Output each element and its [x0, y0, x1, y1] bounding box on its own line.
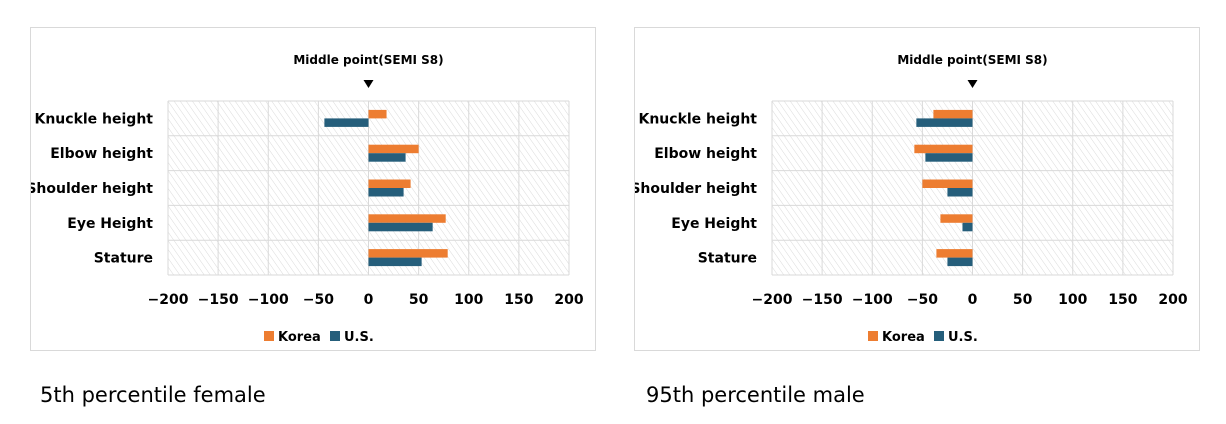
bar — [368, 153, 406, 162]
series-us — [324, 118, 433, 267]
legend-swatch-korea — [264, 331, 274, 341]
category-label: Knuckle height — [34, 111, 153, 127]
x-tick-label: 200 — [1158, 292, 1187, 308]
gridlines — [167, 100, 570, 276]
chart-panel-male: Knuckle height Elbow height Shoulder heigh… — [634, 27, 1200, 351]
bar — [324, 118, 369, 127]
bar — [916, 118, 973, 127]
legend-swatch-korea — [868, 331, 878, 341]
series-korea — [914, 109, 973, 258]
bar — [922, 179, 973, 188]
x-tick-label: −100 — [852, 292, 893, 308]
x-tick-label: 100 — [1058, 292, 1087, 308]
legend-label-korea: Korea — [278, 330, 321, 345]
bar — [936, 249, 973, 258]
bar — [914, 144, 973, 154]
bar — [947, 188, 973, 197]
bar — [368, 188, 404, 197]
x-tick-label: 0 — [968, 292, 978, 308]
triangle-marker-icon — [967, 80, 978, 88]
x-tick-label: 150 — [1108, 292, 1137, 308]
category-label: Knuckle height — [638, 111, 757, 127]
x-tick-label: −200 — [752, 292, 793, 308]
bar — [947, 257, 973, 267]
bar — [368, 144, 419, 154]
x-tick-label: 100 — [454, 292, 483, 308]
middle-point-annotation: Middle point(SEMI S8) — [897, 53, 1047, 67]
bar — [368, 214, 446, 223]
category-label: Shoulder height — [31, 181, 153, 197]
series-us — [916, 118, 973, 267]
bar — [933, 109, 973, 119]
category-label: Stature — [698, 251, 757, 267]
legend-swatch-us — [934, 331, 944, 341]
bar — [962, 222, 973, 232]
series-korea — [368, 109, 448, 258]
bar — [368, 249, 448, 258]
x-tick-label: −200 — [148, 292, 189, 308]
category-label: Shoulder height — [635, 181, 757, 197]
x-tick-label: 50 — [1013, 292, 1033, 308]
bar — [940, 214, 973, 223]
category-label: Eye Height — [67, 216, 153, 232]
x-tick-label: −100 — [248, 292, 289, 308]
bar — [368, 179, 411, 188]
legend-label-us: U.S. — [948, 330, 978, 345]
x-tick-label: 50 — [409, 292, 429, 308]
bar — [368, 109, 387, 119]
middle-point-annotation: Middle point(SEMI S8) — [293, 53, 443, 67]
legend-label-us: U.S. — [344, 330, 374, 345]
x-tick-label: −150 — [198, 292, 239, 308]
bar — [925, 153, 973, 162]
x-tick-label: −150 — [802, 292, 843, 308]
triangle-marker-icon — [363, 80, 374, 88]
chart-male: Knuckle height Elbow height Shoulder heigh… — [635, 53, 1188, 345]
x-tick-label: 0 — [364, 292, 374, 308]
category-label: Elbow height — [50, 146, 153, 162]
bar — [368, 222, 433, 232]
x-tick-label: 150 — [504, 292, 533, 308]
category-label: Eye Height — [671, 216, 757, 232]
chart-female: Knuckle height Elbow height Shoulder heigh… — [31, 53, 584, 345]
legend-label-korea: Korea — [882, 330, 925, 345]
chart-panel-female: Knuckle height Elbow height Shoulder heigh… — [30, 27, 596, 351]
category-label: Elbow height — [654, 146, 757, 162]
x-tick-label: −50 — [303, 292, 334, 308]
bar — [368, 257, 422, 267]
legend-swatch-us — [330, 331, 340, 341]
caption-male: 95th percentile male — [646, 383, 865, 407]
caption-female: 5th percentile female — [40, 383, 266, 407]
x-tick-label: −50 — [907, 292, 938, 308]
category-label: Stature — [94, 251, 153, 267]
x-tick-label: 200 — [554, 292, 583, 308]
